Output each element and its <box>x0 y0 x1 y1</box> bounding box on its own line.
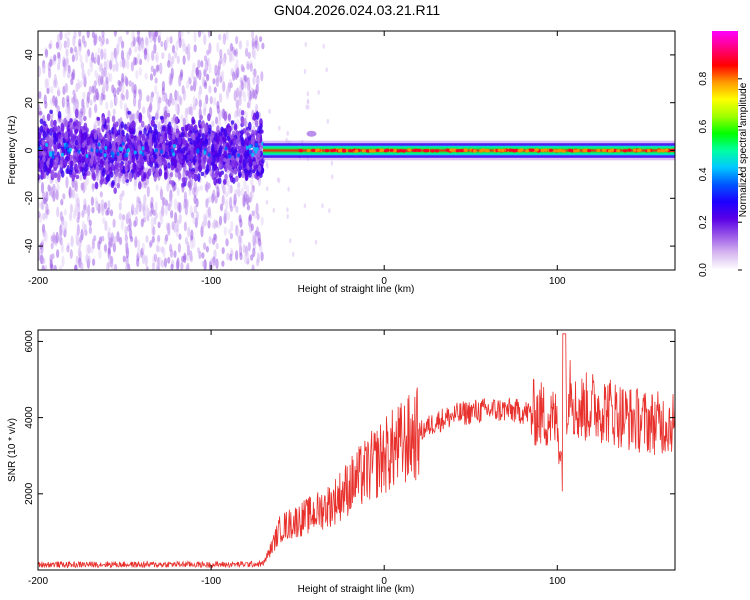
spectrogram-x-axis-label: Height of straight line (km) <box>298 284 415 295</box>
colorbar-gradient <box>712 31 738 270</box>
spectrogram-y-ticks: -40 -20 0 20 40 <box>24 49 675 253</box>
snr-frame <box>37 329 676 571</box>
colorbar: 0.0 0.2 0.4 0.6 0.8 Normalized spectral ampl… <box>698 31 749 277</box>
colorbar-tick-label: 0.6 <box>698 119 709 133</box>
figure-title: GN04.2026.024.03.21.R11 <box>274 2 441 18</box>
x-tick-label: -100 <box>201 576 221 587</box>
snr-panel: -200 -100 0 100 2000 4000 6000 Height of stra… <box>7 329 676 595</box>
x-tick-label: 100 <box>549 576 566 587</box>
x-tick-label: -200 <box>28 576 48 587</box>
y-tick-label: 0 <box>24 147 35 153</box>
x-tick-label: 0 <box>381 276 387 287</box>
colorbar-ticks: 0.0 0.2 0.4 0.6 0.8 <box>698 71 742 277</box>
y-tick-label: 6000 <box>24 330 35 353</box>
snr-y-axis-label: SNR (10 * v/v) <box>7 418 18 482</box>
snr-y-ticks: 2000 4000 6000 <box>24 330 675 505</box>
snr-series-line <box>38 333 675 569</box>
colorbar-tick-label: 0.8 <box>698 71 709 85</box>
y-tick-label: -40 <box>24 238 35 253</box>
y-tick-label: 4000 <box>24 406 35 429</box>
y-tick-label: 2000 <box>24 482 35 505</box>
spectrogram-x-ticks: -200 -100 0 100 <box>28 31 566 287</box>
x-tick-label: -100 <box>201 276 221 287</box>
y-tick-label: 40 <box>24 49 35 61</box>
x-tick-label: -200 <box>28 276 48 287</box>
x-tick-label: 100 <box>549 276 566 287</box>
heatmap-region-2 <box>263 130 675 161</box>
heatmap-region-1 <box>38 108 265 194</box>
colorbar-tick-label: 0.4 <box>698 167 709 181</box>
colorbar-tick-label: 0.0 <box>698 263 709 277</box>
snr-x-axis-label: Height of straight line (km) <box>298 584 415 595</box>
spectrogram-heatmap <box>38 31 675 270</box>
colorbar-label: Normalized spectral amplitude <box>738 82 749 217</box>
colorbar-tick-label: 0.2 <box>698 215 709 229</box>
x-tick-label: 0 <box>381 576 387 587</box>
y-tick-label: 20 <box>24 97 35 109</box>
spectrogram-y-axis-label: Frequency (Hz) <box>7 116 18 185</box>
snr-plot-area <box>38 333 675 569</box>
y-tick-label: -20 <box>24 191 35 206</box>
snr-x-ticks: -200 -100 0 100 <box>28 330 566 587</box>
